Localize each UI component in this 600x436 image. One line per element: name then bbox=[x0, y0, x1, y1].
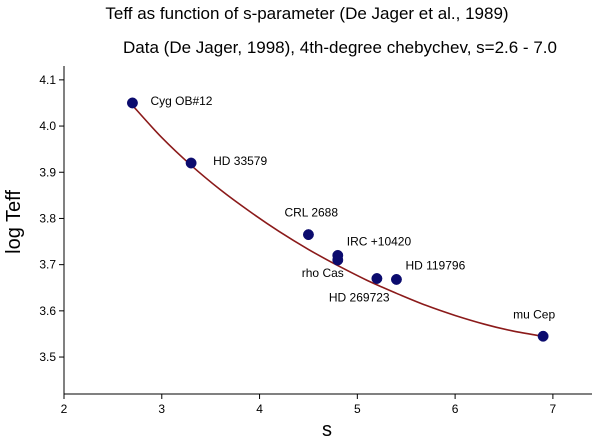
fit-curve bbox=[131, 104, 544, 338]
point-label: Cyg OB#12 bbox=[150, 94, 212, 108]
point-label: HD 119796 bbox=[405, 258, 465, 272]
point-label: rho Cas bbox=[302, 266, 344, 280]
data-point bbox=[371, 273, 383, 284]
y-tick-label: 4.1 bbox=[39, 73, 56, 87]
y-ticks: 3.5 3.6 3.7 3.8 3.9 4.0 4.1 bbox=[39, 73, 64, 364]
point-label: HD 269723 bbox=[329, 291, 390, 305]
x-ticks: 2 3 4 5 6 7 bbox=[61, 394, 557, 416]
x-tick-label: 2 bbox=[61, 402, 68, 416]
data-point bbox=[537, 330, 549, 342]
x-tick-label: 3 bbox=[158, 402, 165, 416]
x-tick-label: 6 bbox=[452, 402, 459, 416]
data-point bbox=[332, 254, 344, 266]
data-point bbox=[185, 157, 197, 169]
y-axis-label: log Teff bbox=[3, 190, 25, 254]
y-tick-label: 3.5 bbox=[39, 350, 56, 364]
y-tick-label: 3.8 bbox=[39, 211, 56, 225]
x-tick-label: 5 bbox=[354, 402, 361, 416]
chart-title: Teff as function of s-parameter (De Jage… bbox=[105, 4, 508, 23]
data-point bbox=[302, 229, 314, 241]
x-axis-label: s bbox=[322, 419, 332, 436]
y-tick-label: 3.6 bbox=[39, 304, 56, 318]
point-label: CRL 2688 bbox=[284, 206, 338, 220]
point-label: HD 33579 bbox=[213, 154, 267, 168]
chart-subtitle: Data (De Jager, 1998), 4th-degree chebyc… bbox=[123, 38, 557, 57]
data-point bbox=[390, 273, 402, 285]
x-tick-label: 7 bbox=[550, 402, 557, 416]
point-label: IRC +10420 bbox=[347, 234, 412, 248]
x-tick-label: 4 bbox=[256, 402, 263, 416]
point-labels: Cyg OB#12 HD 33579 CRL 2688 IRC +10420 rho C… bbox=[150, 94, 555, 321]
y-tick-label: 3.9 bbox=[39, 165, 56, 179]
data-point bbox=[126, 97, 138, 109]
y-tick-label: 4.0 bbox=[39, 119, 56, 133]
data-points bbox=[126, 97, 549, 342]
point-label: mu Cep bbox=[513, 307, 555, 321]
y-tick-label: 3.7 bbox=[39, 258, 56, 272]
